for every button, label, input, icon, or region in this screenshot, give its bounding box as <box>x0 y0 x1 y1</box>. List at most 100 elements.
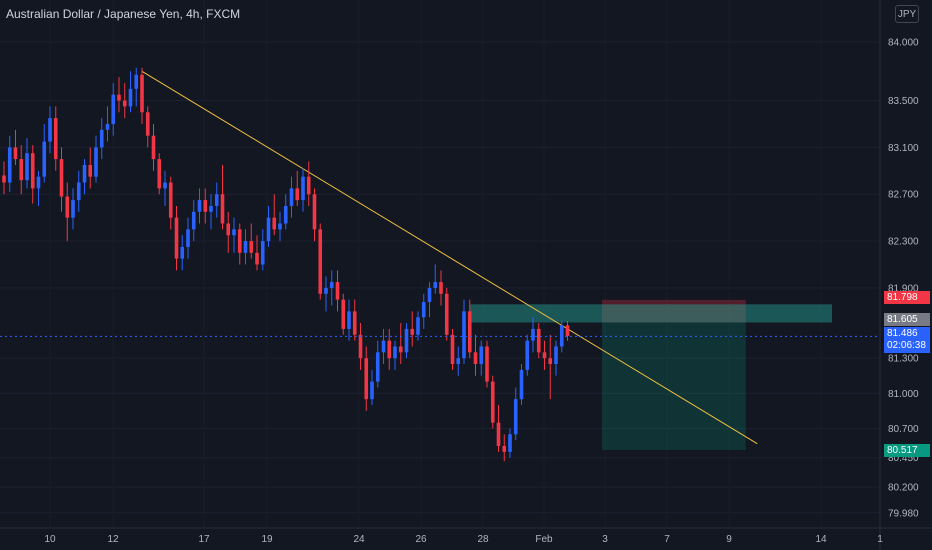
candle <box>220 164 225 230</box>
candle <box>105 106 110 142</box>
candle <box>444 287 449 341</box>
candle <box>7 135 12 192</box>
candle-body <box>255 252 259 265</box>
stop-price-tag: 81.798 <box>884 291 930 304</box>
candle <box>19 145 24 195</box>
candle-body <box>30 153 35 189</box>
candle-body <box>513 399 518 435</box>
candle-body <box>364 358 369 400</box>
candle <box>387 328 392 370</box>
bar-countdown: 02:06:38 <box>887 340 926 351</box>
candle <box>358 323 363 370</box>
candle <box>71 188 75 230</box>
candle <box>335 270 340 312</box>
currency-button[interactable]: JPY <box>895 5 919 23</box>
candle-body <box>347 311 351 329</box>
candle-body <box>59 159 64 197</box>
candle <box>289 176 294 218</box>
candle-body <box>168 182 173 218</box>
candle-body <box>381 340 386 353</box>
candle <box>536 323 541 359</box>
candle <box>168 176 173 230</box>
time-tick-label: 17 <box>198 534 210 545</box>
candle-body <box>191 211 196 230</box>
candle-body <box>485 346 489 382</box>
price-tick-label: 82.300 <box>888 237 919 248</box>
candle <box>467 299 472 359</box>
candle-body <box>479 346 484 365</box>
candle-body <box>203 200 208 212</box>
trendline <box>141 70 758 445</box>
candle <box>329 270 334 306</box>
time-tick-label: 7 <box>664 534 670 545</box>
candle-body <box>266 217 271 242</box>
time-tick-label: 24 <box>353 534 365 545</box>
time-tick-label: 19 <box>261 534 273 545</box>
candle <box>531 317 535 353</box>
candle <box>306 161 311 206</box>
candle-body <box>439 282 443 294</box>
candle-body <box>444 293 449 335</box>
price-tick-label: 81.300 <box>888 354 919 365</box>
candle <box>479 340 484 376</box>
candle-body <box>145 112 150 136</box>
candle <box>427 282 432 318</box>
candle <box>462 299 466 365</box>
candle-body <box>416 317 420 335</box>
candle-body <box>536 328 541 353</box>
candle <box>134 67 139 107</box>
candle <box>318 223 323 300</box>
candle <box>341 293 346 335</box>
candle <box>186 217 190 259</box>
candle-body <box>548 358 553 365</box>
price-tick-label: 83.500 <box>888 96 919 107</box>
time-tick-label: 10 <box>44 534 56 545</box>
candle-body <box>232 229 236 236</box>
last-price-tag: 81.486 02:06:38 <box>884 327 930 353</box>
candle-body <box>272 217 277 230</box>
candle-body <box>122 100 127 107</box>
candle <box>513 387 518 441</box>
candle <box>117 77 121 113</box>
candle-body <box>13 147 18 160</box>
candle-body <box>214 194 219 206</box>
target-zone <box>602 322 746 450</box>
candle-body <box>490 381 495 423</box>
candle-body <box>88 164 93 177</box>
candle-body <box>398 346 403 353</box>
candle <box>421 293 426 329</box>
candle <box>433 264 438 294</box>
candle-body <box>410 328 415 335</box>
candle-body <box>140 74 144 113</box>
candle <box>542 340 547 370</box>
candle-body <box>82 164 87 183</box>
candle <box>249 223 254 259</box>
candle <box>393 340 397 370</box>
candle <box>94 135 98 183</box>
candle-body <box>134 74 139 89</box>
candle-body <box>531 328 535 341</box>
candle <box>82 159 87 195</box>
candle-body <box>456 358 461 365</box>
candle-body <box>519 369 524 400</box>
candle-body <box>427 287 432 302</box>
candle-body <box>462 311 466 359</box>
candle-body <box>542 352 547 359</box>
candle <box>88 147 93 189</box>
price-tick-label: 79.980 <box>888 508 919 519</box>
time-tick-label: 12 <box>107 534 119 545</box>
candle <box>450 328 455 370</box>
time-tick-label: 26 <box>415 534 427 545</box>
candle-body <box>295 188 300 201</box>
price-tick-label: 84.000 <box>888 38 919 49</box>
price-tick-label: 83.100 <box>888 143 919 154</box>
candle-body <box>508 434 512 452</box>
candle-body <box>220 194 225 224</box>
candle <box>404 323 409 359</box>
candle <box>53 106 58 171</box>
candle <box>174 205 179 271</box>
candle <box>272 194 277 236</box>
candle-body <box>554 346 558 365</box>
candle-body <box>335 282 340 300</box>
